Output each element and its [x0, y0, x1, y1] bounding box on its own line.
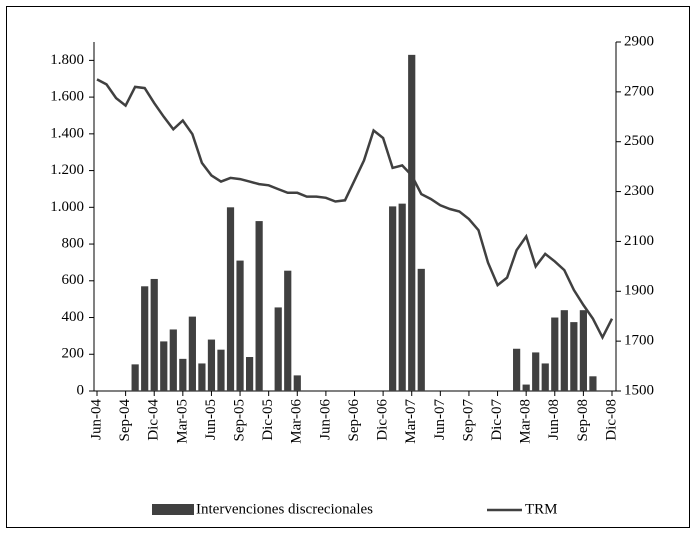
y2-tick-label: 1500	[624, 382, 654, 398]
y2-tick-label: 1700	[624, 333, 654, 349]
frame	[6, 6, 690, 528]
y-tick-label: 200	[62, 346, 85, 362]
x-tick-label: Mar-05	[174, 399, 190, 444]
bar	[284, 270, 292, 391]
bar	[255, 221, 263, 391]
bar	[150, 278, 158, 391]
y-tick-label: 0	[77, 382, 85, 398]
y-tick-label: 1.200	[50, 162, 84, 178]
x-tick-label: Sep-08	[575, 399, 591, 442]
x-tick-label: Dic-05	[260, 399, 276, 441]
bar	[541, 363, 549, 391]
bar	[131, 364, 139, 391]
bar	[389, 206, 397, 391]
x-tick-label: Dic-06	[375, 399, 391, 441]
bar	[417, 268, 425, 391]
bar	[532, 352, 540, 391]
y2-tick-label: 1900	[624, 283, 654, 299]
x-tick-label: Sep-05	[231, 399, 247, 442]
x-tick-label: Sep-04	[117, 399, 133, 442]
x-tick-label: Mar-08	[518, 399, 534, 444]
x-tick-label: Jun-05	[203, 399, 219, 440]
bar	[293, 375, 301, 391]
bar	[160, 341, 168, 391]
bar	[579, 310, 587, 391]
bar	[551, 317, 559, 391]
bar	[274, 307, 282, 391]
x-tick-label: Dic-08	[603, 399, 619, 441]
x-tick-label: Mar-07	[403, 399, 419, 444]
x-tick-label: Dic-07	[489, 399, 505, 441]
bar	[207, 339, 216, 391]
x-tick-label: Jun-08	[546, 399, 562, 440]
x-tick-label: Sep-06	[346, 399, 362, 442]
y-tick-label: 1.600	[50, 89, 84, 105]
y-tick-label: 600	[62, 272, 85, 288]
legend-label: Intervenciones discrecionales	[196, 501, 373, 517]
x-tick-label: Jun-04	[88, 399, 104, 440]
bar	[522, 384, 530, 391]
bar	[217, 349, 225, 391]
x-tick-label: Dic-04	[146, 399, 162, 441]
bar	[169, 329, 177, 391]
bar	[570, 322, 578, 391]
y-tick-label: 800	[62, 235, 85, 251]
y2-tick-label: 2900	[624, 33, 654, 49]
x-tick-label: Sep-07	[460, 399, 476, 442]
x-tick-label: Jun-07	[432, 399, 448, 440]
y2-tick-label: 2100	[624, 233, 654, 249]
x-tick-label: Jun-06	[317, 399, 333, 440]
bar	[198, 363, 206, 391]
y-tick-label: 1.800	[50, 52, 84, 68]
bar	[589, 376, 597, 391]
legend-swatch	[152, 504, 194, 515]
y-tick-label: 1.000	[50, 199, 84, 215]
y2-tick-label: 2500	[624, 133, 654, 149]
y2-tick-label: 2700	[624, 83, 654, 99]
bar	[141, 286, 149, 391]
bar	[188, 316, 196, 391]
bar	[560, 310, 568, 391]
bar	[513, 348, 521, 391]
bar	[236, 260, 244, 391]
bar	[408, 54, 416, 391]
y-tick-label: 400	[62, 309, 85, 325]
bar	[226, 207, 235, 391]
y2-tick-label: 2300	[624, 183, 654, 199]
x-tick-label: Mar-06	[289, 399, 305, 444]
trm-line	[96, 78, 614, 341]
legend-label: TRM	[525, 501, 558, 517]
y-tick-label: 1.400	[50, 125, 84, 141]
bar	[245, 357, 254, 391]
bar	[398, 203, 406, 391]
bar	[179, 358, 187, 391]
